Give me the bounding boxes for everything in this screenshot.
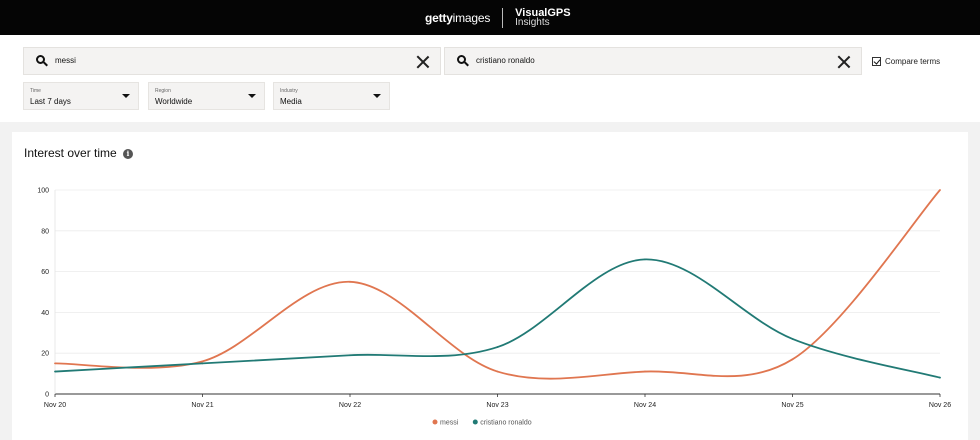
search-input-value[interactable]: cristiano ronaldo	[476, 56, 535, 65]
industry-dropdown[interactable]: Industry Media	[273, 82, 390, 110]
region-dropdown[interactable]: Region Worldwide	[148, 82, 265, 110]
brand-divider	[502, 8, 504, 28]
y-tick-label: 20	[41, 351, 49, 358]
data-point[interactable]	[349, 354, 351, 357]
data-point[interactable]	[644, 370, 646, 373]
dropdown-value: Media	[280, 97, 302, 106]
dropdown-value: Last 7 days	[30, 97, 71, 106]
x-tick-label: Nov 23	[486, 402, 508, 409]
data-point[interactable]	[54, 370, 56, 373]
data-point[interactable]	[791, 358, 794, 361]
legend-marker-2	[472, 419, 478, 425]
getty-images-logo: gettyimages	[425, 11, 491, 25]
y-tick-label: 60	[41, 269, 49, 276]
series-line-2[interactable]	[54, 258, 941, 379]
data-point[interactable]	[349, 280, 351, 283]
search-icon	[457, 55, 469, 67]
visualgps-logo: VisualGPS Insights	[515, 7, 571, 28]
dropdown-label: Region	[155, 88, 171, 94]
dropdown-label: Time	[30, 88, 41, 94]
x-tick-label: Nov 22	[339, 402, 361, 409]
data-point[interactable]	[54, 362, 56, 365]
info-icon[interactable]: i	[123, 149, 133, 159]
time-dropdown[interactable]: Time Last 7 days	[23, 82, 139, 110]
search-input-value[interactable]: messi	[55, 56, 76, 65]
data-point[interactable]	[939, 376, 941, 379]
checkbox-checked-icon[interactable]	[872, 56, 881, 66]
search-input-term-1[interactable]: messi	[23, 47, 441, 75]
x-tick-label: Nov 21	[191, 402, 213, 409]
series-line-1[interactable]	[54, 189, 941, 380]
search-icon	[36, 55, 48, 67]
compare-terms-checkbox[interactable]: Compare terms	[872, 55, 940, 67]
x-tick-label: Nov 25	[781, 402, 803, 409]
top-bar: gettyimages VisualGPS Insights	[0, 0, 980, 35]
dropdown-value: Worldwide	[155, 97, 193, 106]
dropdown-label: Industry	[280, 88, 298, 94]
legend-label-2: cristiano ronaldo	[480, 420, 531, 427]
data-point[interactable]	[496, 370, 499, 373]
data-point[interactable]	[939, 189, 941, 191]
legend-marker-1	[432, 419, 438, 425]
caret-down-icon	[122, 94, 130, 98]
search-input-term-2[interactable]: cristiano ronaldo	[444, 47, 862, 75]
caret-down-icon	[373, 94, 381, 98]
x-tick-label: Nov 20	[44, 402, 66, 409]
y-tick-label: 80	[41, 228, 49, 235]
caret-down-icon	[248, 94, 256, 98]
brand-logo[interactable]: gettyimages VisualGPS Insights	[425, 7, 571, 29]
compare-terms-label: Compare terms	[885, 56, 941, 66]
data-point[interactable]	[791, 338, 794, 340]
y-tick-label: 100	[37, 188, 49, 195]
x-tick-label: Nov 24	[634, 402, 656, 409]
chart-title: Interest over time	[24, 146, 117, 160]
data-point[interactable]	[201, 360, 204, 363]
legend-label-1: messi	[440, 420, 459, 427]
y-tick-label: 0	[45, 392, 49, 399]
x-tick-label: Nov 26	[929, 402, 951, 409]
data-point[interactable]	[201, 362, 204, 365]
data-point[interactable]	[496, 346, 499, 348]
y-tick-label: 40	[41, 310, 49, 317]
interest-over-time-card	[12, 132, 968, 440]
data-point[interactable]	[644, 258, 646, 261]
